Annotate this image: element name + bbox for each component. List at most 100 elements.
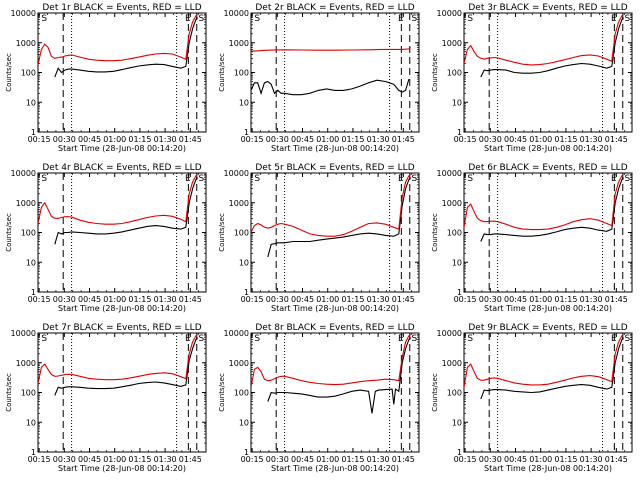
y-tick-label: 1000 [16,199,36,208]
x-tick-label: 01:45 [179,135,202,144]
x-tick-label: 01:00 [103,455,126,464]
y-tick-label: 1 [457,128,462,137]
marker-label-s: S [41,334,47,344]
y-tick-label: 10 [452,258,462,267]
marker-label-s: S [624,14,630,24]
series-line-events [480,337,625,400]
y-tick-label: 10000 [224,329,249,338]
x-tick-label: 00:15 [28,135,51,144]
x-tick-label: 01:15 [554,135,577,144]
x-tick-label: 00:15 [28,295,51,304]
y-tick-label: 100 [21,389,36,398]
y-tick-label: 1 [244,128,249,137]
marker-label-s: S [198,14,204,24]
x-tick-label: 00:30 [266,455,289,464]
y-tick-label: 1 [244,448,249,457]
x-tick-label: 01:45 [392,455,415,464]
series-line-lld [38,333,198,384]
y-tick-label: 10 [452,418,462,427]
chart-title: Det 4r BLACK = Events, RED = LLD [42,163,201,173]
marker-label-s: S [467,174,473,184]
x-tick-label: 01:15 [128,135,151,144]
marker-label-s: S [411,334,417,344]
y-tick-label: 10000 [11,169,36,178]
x-tick-label: 01:15 [128,455,151,464]
marker-label-e: E [611,14,617,24]
x-tick-label: 00:45 [78,295,101,304]
y-tick-label: 10000 [437,329,462,338]
chart-title: Det 1r BLACK = Events, RED = LLD [42,3,201,13]
x-tick-label: 01:15 [554,455,577,464]
x-tick-label: 00:30 [266,135,289,144]
x-tick-label: 01:30 [580,295,603,304]
marker-label-s: S [411,14,417,24]
x-tick-label: 01:00 [103,295,126,304]
x-tick-label: 01:30 [154,135,177,144]
y-tick-label: 100 [234,389,249,398]
x-axis-label: Start Time (28-Jun-08 00:14:20) [58,464,186,473]
x-tick-label: 01:15 [341,135,364,144]
y-tick-label: 1000 [229,39,249,48]
series-line-lld [251,46,411,52]
marker-label-e: E [611,174,617,184]
y-axis-label: Counts/sec [431,213,439,252]
marker-label-e: E [185,174,191,184]
marker-label-s: S [467,14,473,24]
y-axis-label: Counts/sec [218,53,226,92]
marker-label-s: S [254,334,260,344]
y-tick-label: 1 [31,128,36,137]
y-tick-label: 1 [31,288,36,297]
x-tick-label: 01:30 [580,135,603,144]
series-line-events [480,17,625,78]
x-axis-label: Start Time (28-Jun-08 00:14:20) [271,144,399,153]
marker-label-s: S [41,174,47,184]
x-tick-label: 01:00 [103,135,126,144]
x-tick-label: 00:30 [479,455,502,464]
y-tick-label: 1 [31,448,36,457]
y-tick-label: 1000 [229,199,249,208]
x-tick-label: 01:45 [392,295,415,304]
marker-label-e: E [611,334,617,344]
marker-label-s: S [254,174,260,184]
x-tick-label: 00:30 [479,295,502,304]
y-tick-label: 10000 [11,9,36,18]
x-tick-label: 01:15 [128,295,151,304]
x-tick-label: 01:00 [316,295,339,304]
y-tick-label: 1 [244,288,249,297]
y-tick-label: 10000 [437,9,462,18]
x-tick-label: 00:15 [454,455,477,464]
y-tick-label: 1 [457,448,462,457]
marker-label-s: S [624,174,630,184]
x-tick-label: 00:45 [504,135,527,144]
chart-title: Det 2r BLACK = Events, RED = LLD [255,3,414,13]
x-axis-label: Start Time (28-Jun-08 00:14:20) [484,144,612,153]
x-tick-label: 00:15 [241,455,264,464]
marker-label-s: S [254,14,260,24]
y-tick-label: 10000 [224,9,249,18]
series-line-lld [464,173,624,231]
x-tick-label: 00:30 [479,135,502,144]
y-tick-label: 100 [447,229,462,238]
y-tick-label: 10 [239,418,249,427]
x-tick-label: 01:30 [154,455,177,464]
x-tick-label: 01:45 [179,295,202,304]
x-axis-label: Start Time (28-Jun-08 00:14:20) [484,304,612,313]
x-tick-label: 00:15 [241,135,264,144]
x-tick-label: 01:15 [341,455,364,464]
x-tick-label: 00:45 [78,135,101,144]
y-tick-label: 1000 [442,39,462,48]
x-axis-label: Start Time (28-Jun-08 00:14:20) [58,144,186,153]
marker-label-e: E [185,14,191,24]
x-axis-label: Start Time (28-Jun-08 00:14:20) [271,464,399,473]
series-line-lld [464,333,624,388]
x-tick-label: 01:30 [367,295,390,304]
